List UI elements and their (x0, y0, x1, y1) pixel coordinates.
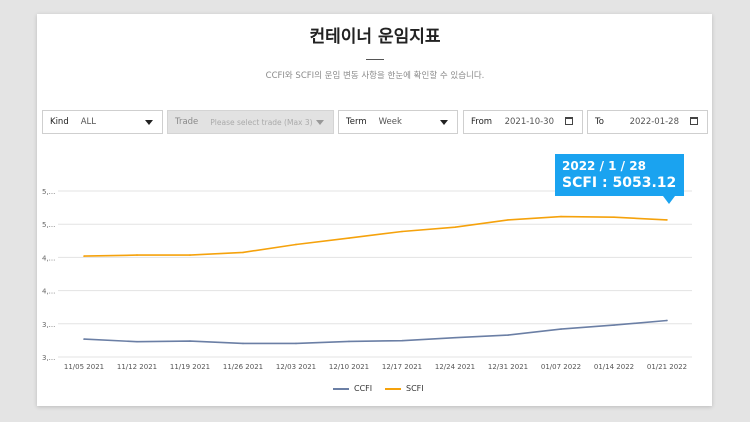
data-point-scfi (136, 254, 138, 256)
from-label: From (471, 117, 493, 127)
data-point-ccfi (613, 324, 615, 326)
to-label: To (595, 117, 604, 127)
x-tick-label: 12/10 2021 (329, 363, 369, 371)
data-point-scfi (83, 255, 85, 257)
to-date-field[interactable]: To 2022-01-28 (587, 110, 708, 134)
data-point-ccfi (401, 339, 403, 342)
data-point-ccfi (454, 336, 456, 339)
data-point-scfi (189, 254, 191, 256)
page-title: 컨테이너 운임지표 (309, 27, 441, 47)
x-tick-label: 11/26 2021 (223, 363, 263, 371)
data-point-scfi (507, 219, 509, 221)
x-tick-label: 12/17 2021 (382, 363, 422, 371)
data-point-ccfi (666, 319, 668, 322)
data-point-scfi (348, 237, 350, 239)
x-tick-label: 11/12 2021 (117, 363, 157, 371)
x-tick-label: 01/14 2022 (594, 363, 634, 371)
x-tick-label: 11/05 2021 (64, 363, 104, 371)
from-value: 2021-10-30 (504, 117, 554, 127)
chevron-down-icon (440, 120, 448, 125)
data-point-ccfi (507, 334, 509, 336)
chart-tooltip: 2022 / 1 / 28 SCFI : 5053.12 (555, 154, 684, 196)
trade-select[interactable]: Trade Please select trade (Max 3) (167, 110, 334, 134)
trade-label: Trade (175, 117, 199, 127)
tooltip-pointer (663, 196, 675, 204)
x-tick-label: 12/31 2021 (488, 363, 528, 371)
legend-item-ccfi[interactable]: CCFI (333, 384, 372, 393)
series-line-ccfi (83, 319, 668, 345)
data-point-scfi (666, 219, 668, 221)
legend-swatch-scfi (385, 387, 401, 390)
tooltip-date: 2022 / 1 / 28 (562, 159, 646, 173)
x-tick-label: 12/24 2021 (435, 363, 475, 371)
kind-select[interactable]: Kind ALL (42, 110, 163, 134)
calendar-icon[interactable] (565, 117, 573, 125)
kind-label: Kind (50, 117, 69, 127)
data-point-scfi (613, 216, 615, 219)
data-point-ccfi (83, 338, 85, 340)
series-line-scfi (83, 215, 668, 257)
y-tick-label: 5,... (42, 188, 55, 196)
y-tick-label: 3,... (42, 354, 55, 362)
legend-label-ccfi: CCFI (354, 384, 373, 393)
x-tick-label: 01/07 2022 (541, 363, 581, 371)
data-point-ccfi (560, 328, 562, 330)
legend-item-scfi[interactable]: SCFI (385, 384, 424, 393)
x-tick-label: 12/03 2021 (276, 363, 316, 371)
y-tick-label: 3,... (42, 321, 55, 329)
term-value: Week (378, 117, 402, 127)
from-date-field[interactable]: From 2021-10-30 (463, 110, 583, 134)
kind-value: ALL (80, 117, 97, 127)
tooltip-value: SCFI : 5053.12 (562, 175, 677, 191)
x-tick-label: 11/19 2021 (170, 363, 210, 371)
legend-swatch-ccfi (333, 387, 349, 390)
data-point-scfi (560, 215, 562, 218)
y-tick-label: 4,... (42, 288, 55, 296)
data-point-scfi (454, 226, 456, 228)
y-tick-label: 4,... (42, 254, 55, 262)
calendar-icon[interactable] (690, 117, 698, 125)
data-point-ccfi (189, 340, 191, 342)
data-point-ccfi (295, 342, 297, 345)
to-value: 2022-01-28 (629, 117, 679, 127)
data-point-scfi (401, 230, 403, 233)
x-tick-label: 01/21 2022 (647, 363, 687, 371)
data-point-ccfi (136, 340, 138, 343)
data-point-ccfi (242, 342, 244, 345)
data-point-scfi (242, 251, 244, 254)
legend-label-scfi: SCFI (406, 384, 424, 393)
data-point-scfi (295, 243, 297, 246)
term-select[interactable]: Term Week (338, 110, 458, 134)
y-tick-label: 5,... (42, 221, 55, 229)
term-label: Term (346, 117, 367, 127)
page-subtitle: CCFI와 SCFI의 운임 변동 사항을 한눈에 확인할 수 있습니다. (265, 71, 485, 81)
chevron-down-icon (145, 120, 153, 125)
chevron-down-icon (316, 120, 324, 125)
data-point-ccfi (348, 340, 350, 343)
title-divider (366, 59, 384, 60)
trade-placeholder: Please select trade (Max 3) (210, 117, 313, 127)
